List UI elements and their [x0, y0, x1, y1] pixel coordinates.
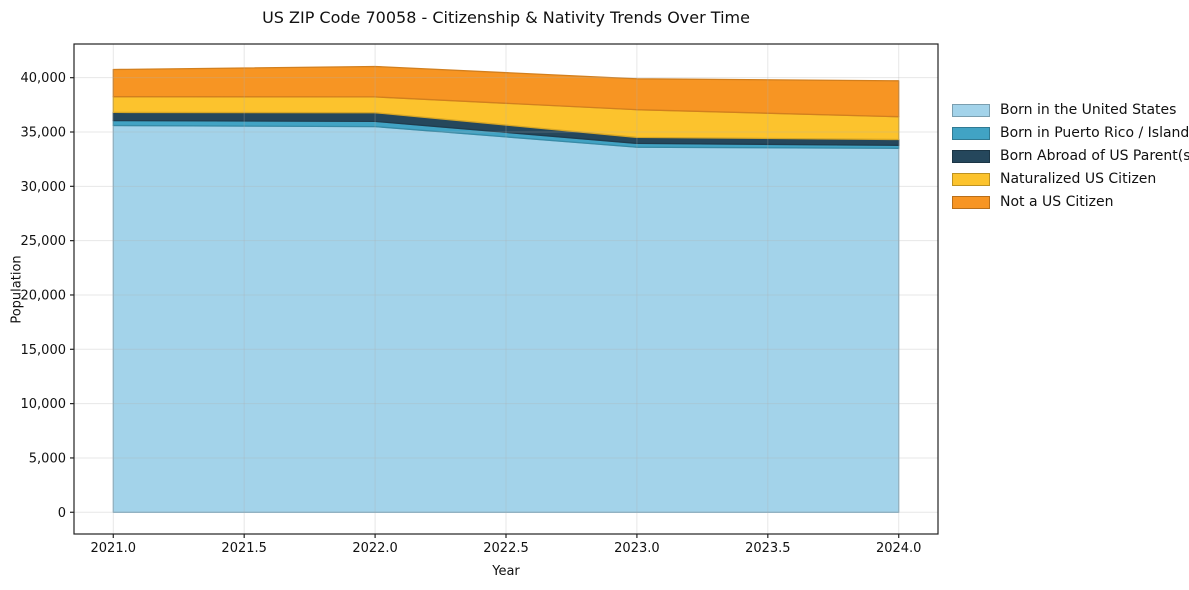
y-tick-label: 0	[58, 506, 66, 521]
legend-label: Born in Puerto Rico / Islands	[1000, 125, 1189, 141]
legend-item: Born Abroad of US Parent(s)	[952, 148, 1189, 164]
area-series-4	[112, 65, 900, 118]
x-tick-label: 2023.5	[745, 541, 791, 556]
legend-item: Born in Puerto Rico / Islands	[952, 125, 1189, 141]
legend-label: Naturalized US Citizen	[1000, 171, 1157, 187]
y-tick-label: 15,000	[21, 343, 67, 358]
x-tick-label: 2022.5	[483, 541, 529, 556]
x-tick-label: 2024.0	[876, 541, 922, 556]
legend-label: Not a US Citizen	[1000, 194, 1114, 210]
x-tick-label: 2022.0	[352, 541, 398, 556]
y-tick-label: 25,000	[21, 234, 67, 249]
x-tick-label: 2021.0	[91, 541, 137, 556]
chart-title: US ZIP Code 70058 - Citizenship & Nativi…	[262, 8, 750, 27]
legend-label: Born Abroad of US Parent(s)	[1000, 148, 1189, 164]
y-axis-label: Population	[9, 255, 25, 324]
legend-item: Naturalized US Citizen	[952, 171, 1189, 187]
y-tick-label: 20,000	[21, 288, 67, 303]
x-tick-label: 2021.5	[221, 541, 267, 556]
legend-swatch-icon	[952, 195, 990, 209]
y-tick-label: 10,000	[21, 397, 67, 412]
legend-swatch-icon	[952, 126, 990, 140]
legend-swatch-icon	[952, 149, 990, 163]
y-tick-label: 40,000	[21, 71, 67, 86]
legend-item: Not a US Citizen	[952, 194, 1189, 210]
legend: Born in the United States Born in Puerto…	[952, 102, 1189, 210]
y-tick-label: 5,000	[29, 451, 66, 466]
legend-swatch-icon	[952, 172, 990, 186]
x-tick-label: 2023.0	[614, 541, 660, 556]
x-axis-label: Year	[492, 564, 520, 579]
legend-item: Born in the United States	[952, 102, 1189, 118]
legend-swatch-icon	[952, 103, 990, 117]
legend-label: Born in the United States	[1000, 102, 1177, 118]
y-tick-label: 35,000	[21, 126, 67, 141]
y-tick-label: 30,000	[21, 180, 67, 195]
